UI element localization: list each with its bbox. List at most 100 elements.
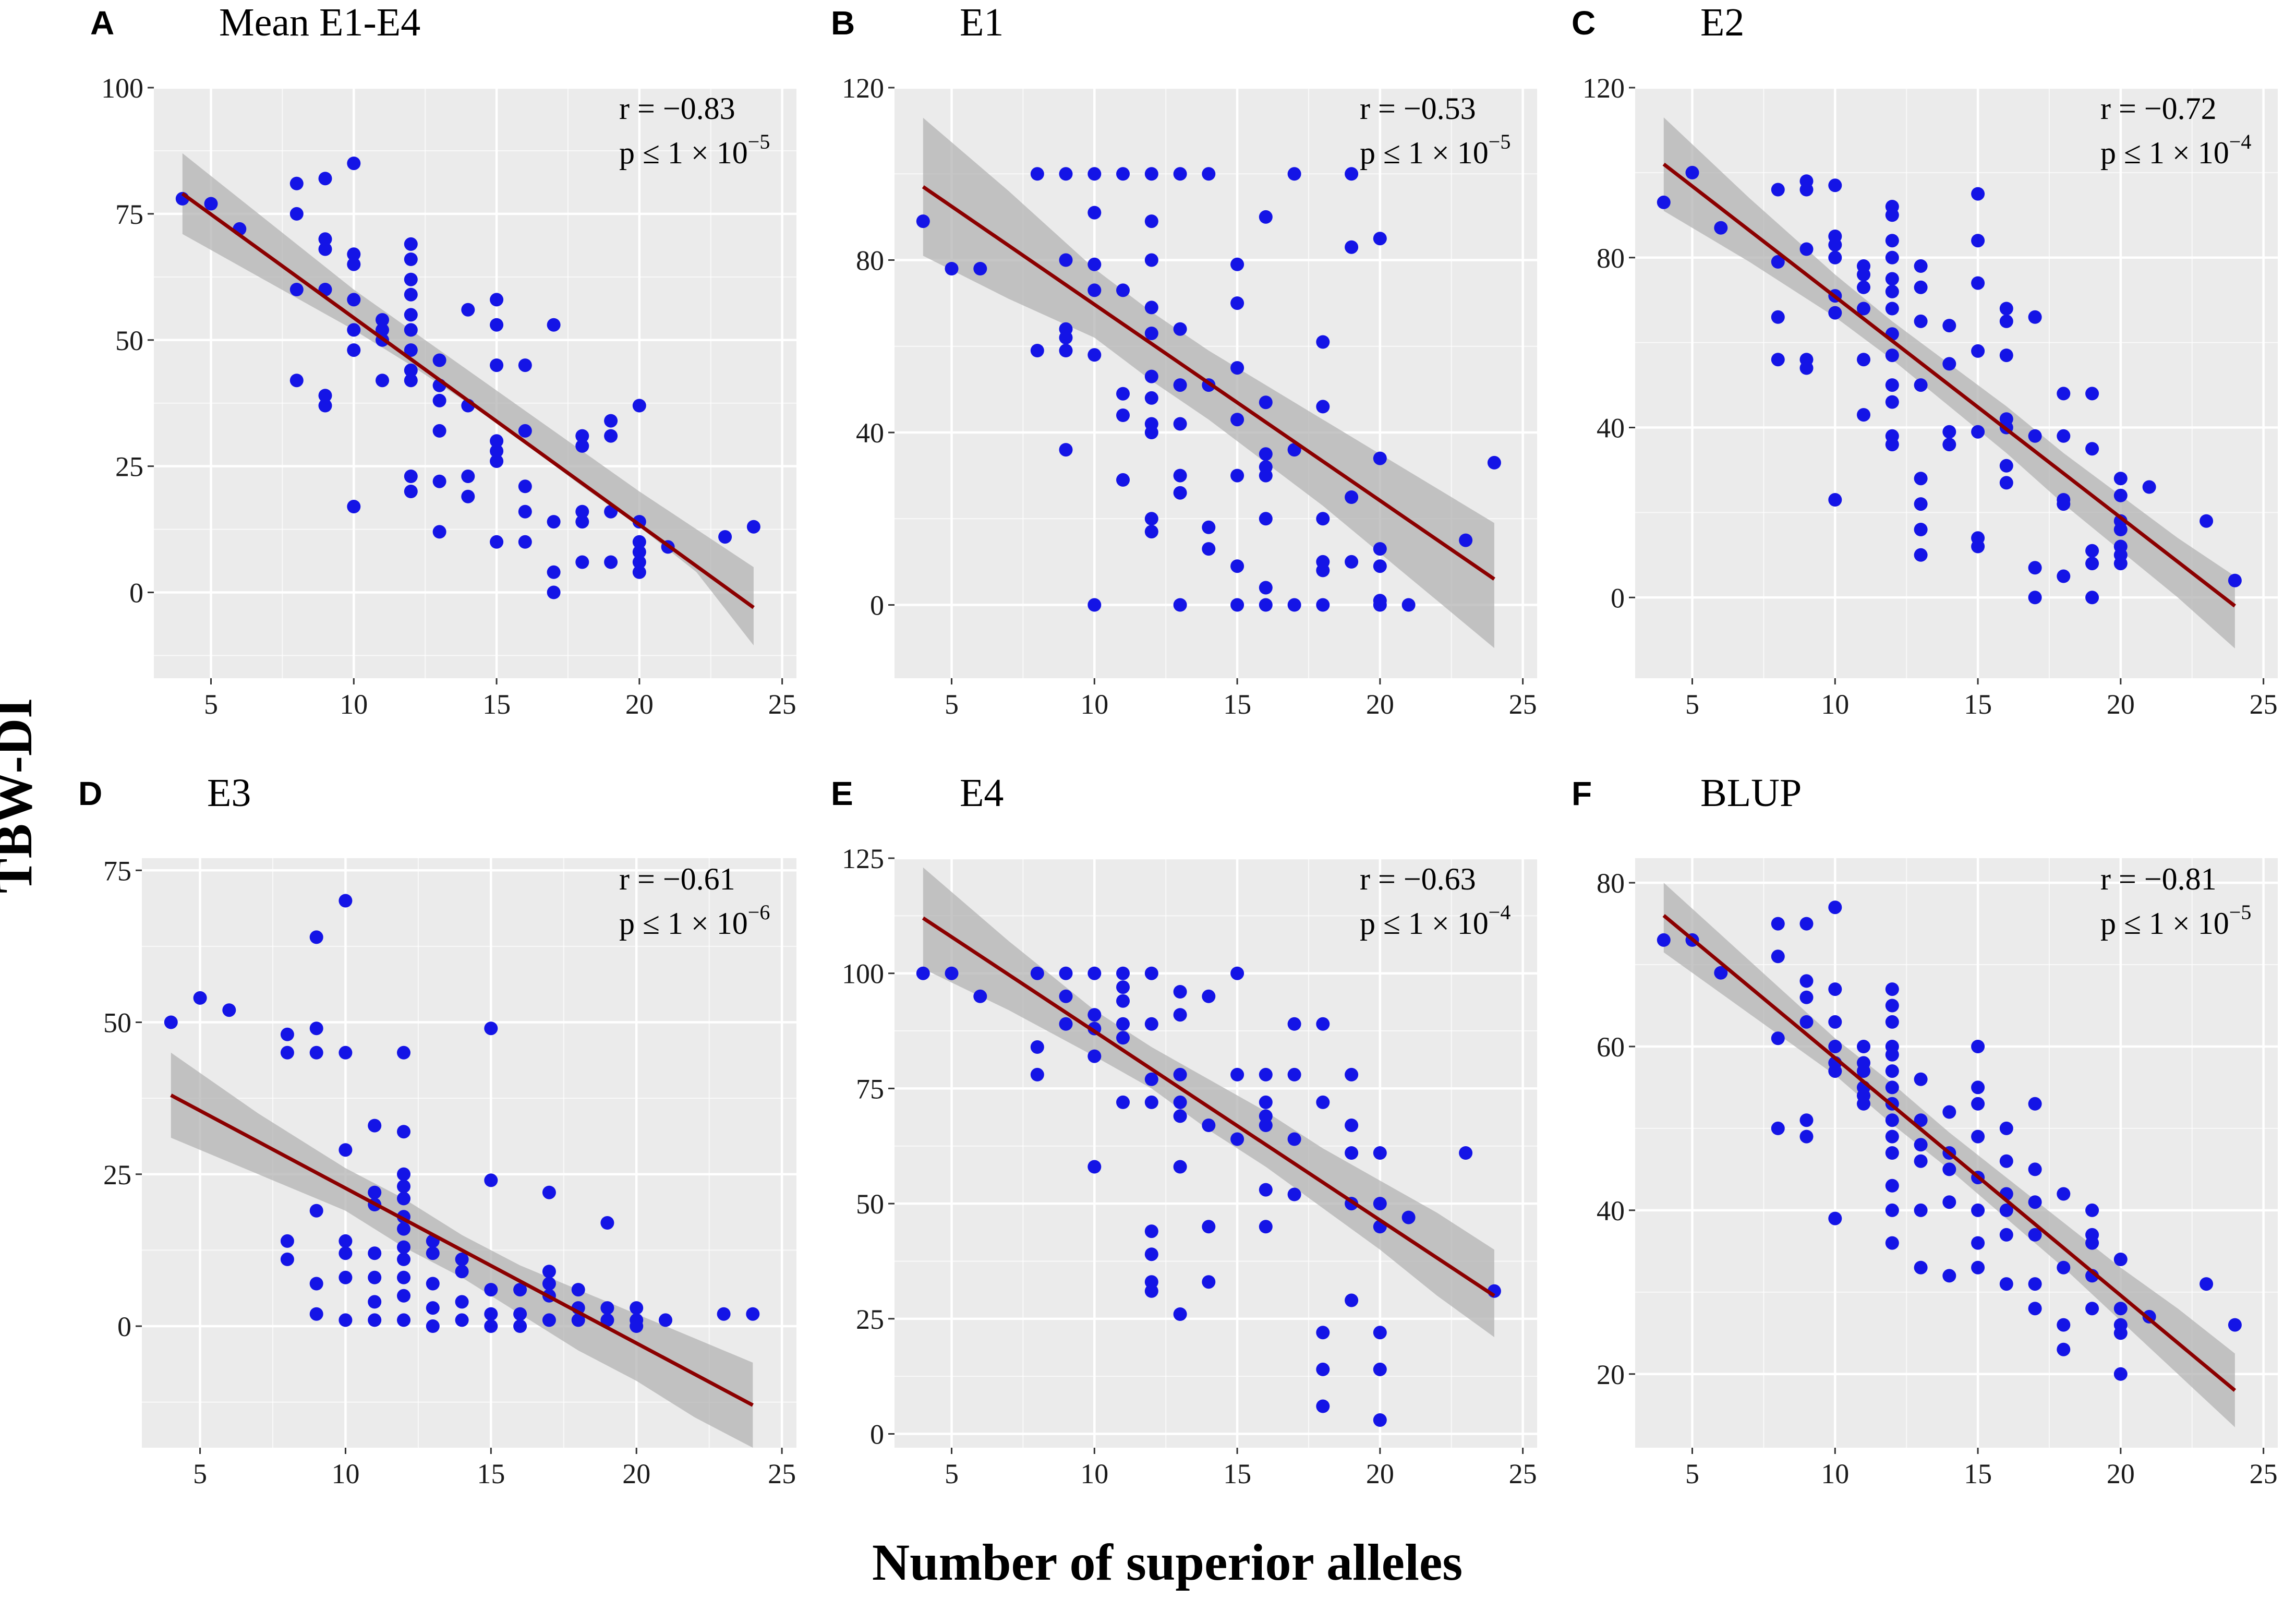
data-point bbox=[1885, 234, 1899, 248]
data-point bbox=[518, 504, 532, 519]
regression-line bbox=[922, 916, 1495, 1297]
data-point bbox=[1287, 167, 1301, 181]
panel-letter: C bbox=[1572, 4, 1596, 42]
y-axis-title: TBW-DI bbox=[0, 698, 43, 893]
data-point bbox=[1914, 472, 1928, 486]
data-point bbox=[318, 399, 332, 413]
data-point bbox=[1857, 1040, 1870, 1053]
data-point bbox=[1885, 999, 1899, 1013]
x-tick-label: 5 bbox=[1685, 689, 1699, 720]
y-tick-label: 25 bbox=[115, 451, 143, 483]
data-point bbox=[2057, 1342, 2071, 1356]
x-tick-label: 5 bbox=[945, 689, 959, 720]
data-point bbox=[1657, 933, 1671, 947]
data-point bbox=[2085, 442, 2099, 456]
x-tick-label: 25 bbox=[1509, 1458, 1537, 1489]
data-point bbox=[347, 257, 361, 271]
data-point bbox=[513, 1319, 527, 1333]
data-point bbox=[1116, 283, 1130, 297]
data-point bbox=[518, 535, 532, 549]
data-point bbox=[1230, 598, 1244, 612]
data-point bbox=[1345, 490, 1359, 504]
data-point bbox=[404, 363, 418, 377]
data-point bbox=[1942, 1269, 1956, 1283]
data-point bbox=[1116, 1031, 1130, 1045]
data-point bbox=[318, 232, 332, 246]
data-point bbox=[193, 991, 207, 1005]
data-point bbox=[368, 1295, 382, 1309]
data-point bbox=[1345, 240, 1359, 254]
data-point bbox=[575, 504, 589, 519]
data-point bbox=[1971, 1260, 1985, 1275]
data-point bbox=[1885, 378, 1899, 392]
panel-a: 5 10 15 20 25 0 25 50 75 100 r = −0.83 p ≤ 1 × 10−5… bbox=[90, 1, 796, 720]
data-point bbox=[289, 207, 304, 221]
stat-p-base: p ≤ 1 × 10 bbox=[2100, 906, 2229, 941]
data-point bbox=[318, 242, 332, 256]
x-tick-label: 15 bbox=[1223, 1458, 1251, 1489]
data-point bbox=[1316, 1399, 1330, 1413]
data-point bbox=[484, 1307, 498, 1321]
data-point bbox=[1173, 468, 1187, 483]
data-point bbox=[1316, 1326, 1330, 1340]
data-point bbox=[1116, 387, 1130, 401]
x-tick-label: 25 bbox=[768, 1458, 796, 1489]
data-point bbox=[1885, 1146, 1899, 1160]
data-point bbox=[2057, 1187, 2071, 1201]
data-point bbox=[1345, 1293, 1359, 1307]
data-point bbox=[432, 474, 446, 488]
data-point bbox=[2085, 1302, 2099, 1316]
x-tick-label: 25 bbox=[2250, 689, 2278, 720]
data-point bbox=[432, 353, 446, 367]
data-point bbox=[2028, 1195, 2042, 1209]
data-point bbox=[1971, 1203, 1985, 1217]
data-point bbox=[1287, 1067, 1301, 1081]
y-tick-label: 0 bbox=[129, 578, 143, 609]
data-point bbox=[2028, 310, 2042, 324]
data-point bbox=[1401, 598, 1416, 612]
data-point bbox=[2085, 557, 2099, 571]
data-point bbox=[1999, 459, 2013, 473]
stat-p-exponent: −5 bbox=[748, 130, 770, 153]
data-point bbox=[1144, 1072, 1158, 1086]
data-point bbox=[1173, 1109, 1187, 1123]
y-tick-label: 120 bbox=[842, 73, 884, 104]
data-point bbox=[1030, 167, 1044, 181]
y-tick-label: 0 bbox=[1611, 582, 1625, 614]
data-point bbox=[1030, 344, 1044, 357]
data-point bbox=[339, 1270, 353, 1284]
data-point bbox=[1259, 395, 1273, 410]
data-point bbox=[309, 1021, 323, 1036]
data-point bbox=[1173, 598, 1187, 612]
data-point bbox=[1771, 1121, 1785, 1135]
data-point bbox=[309, 1307, 323, 1321]
data-point bbox=[1942, 1105, 1956, 1119]
stat-p: p ≤ 1 × 10−6 bbox=[619, 900, 770, 941]
data-point bbox=[1202, 1220, 1216, 1234]
data-point bbox=[1857, 302, 1870, 316]
data-point bbox=[1144, 253, 1158, 267]
data-point bbox=[1144, 214, 1158, 229]
data-point bbox=[1828, 1015, 1842, 1029]
data-point bbox=[542, 1277, 556, 1291]
data-point bbox=[1828, 306, 1842, 320]
data-point bbox=[1173, 167, 1187, 181]
data-point bbox=[309, 1277, 323, 1291]
data-point bbox=[1885, 1129, 1899, 1144]
data-point bbox=[1771, 1031, 1785, 1045]
data-point bbox=[1259, 468, 1273, 483]
panel-letter: F bbox=[1572, 775, 1592, 812]
stat-p: p ≤ 1 × 10−4 bbox=[2100, 130, 2251, 170]
x-tick-label: 10 bbox=[1080, 689, 1108, 720]
data-point bbox=[518, 479, 532, 494]
x-tick-label: 10 bbox=[1080, 1458, 1108, 1489]
data-point bbox=[1287, 443, 1301, 457]
data-point bbox=[1373, 542, 1387, 556]
data-point bbox=[484, 1021, 498, 1036]
stat-r: r = −0.63 bbox=[1360, 862, 1476, 896]
data-point bbox=[318, 172, 332, 186]
y-tick-label: 100 bbox=[842, 958, 884, 990]
data-point bbox=[1373, 1197, 1387, 1211]
data-point bbox=[397, 1192, 410, 1206]
data-point bbox=[1799, 990, 1814, 1004]
